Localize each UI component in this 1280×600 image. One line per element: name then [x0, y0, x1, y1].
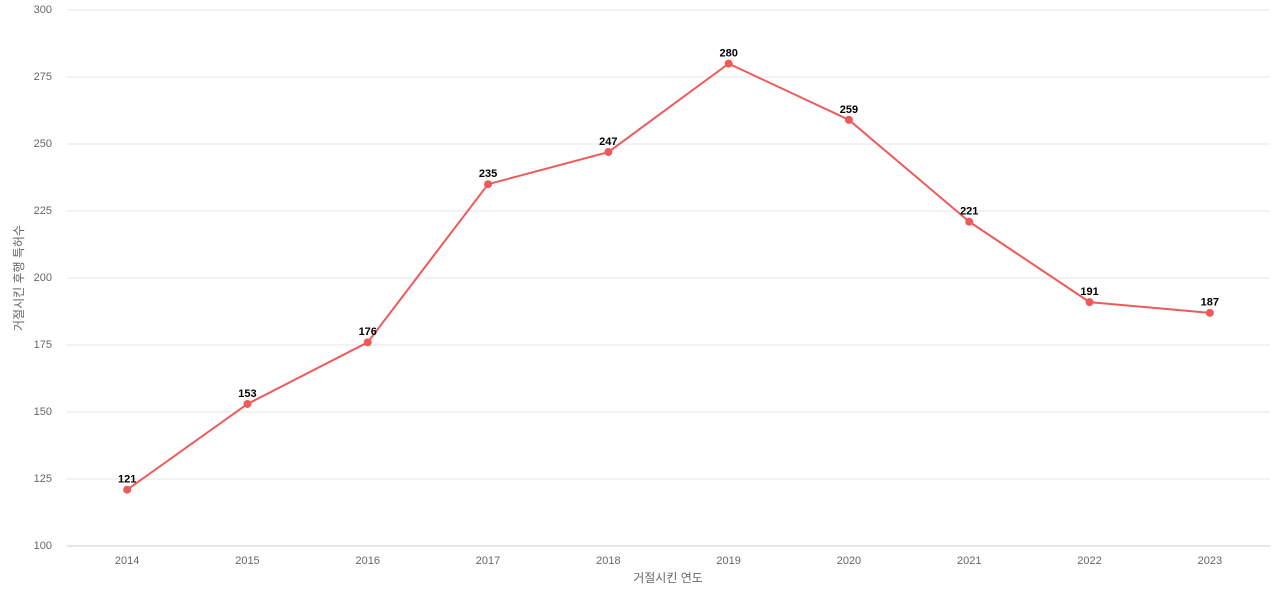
- y-tick-label: 275: [34, 71, 52, 83]
- value-label: 121: [118, 474, 136, 486]
- y-tick-label: 150: [34, 406, 52, 418]
- x-tick-label: 2018: [596, 555, 620, 567]
- value-label: 187: [1201, 297, 1219, 309]
- value-label: 235: [479, 168, 497, 180]
- point: [965, 217, 974, 226]
- point: [363, 338, 372, 347]
- y-axis-title: 거절시킨 후행 특허수: [11, 225, 26, 331]
- x-tick-label: 2019: [716, 555, 740, 567]
- y-tick-label: 225: [34, 205, 52, 217]
- value-label: 280: [719, 48, 737, 60]
- point: [604, 148, 613, 157]
- y-tick-label: 175: [34, 339, 52, 351]
- point: [1205, 308, 1214, 317]
- point: [123, 485, 132, 494]
- point: [844, 115, 853, 124]
- x-tick-label: 2022: [1077, 555, 1101, 567]
- value-label: 176: [359, 326, 377, 338]
- point: [724, 59, 733, 68]
- value-label: 191: [1080, 286, 1098, 298]
- y-tick-label: 200: [34, 272, 52, 284]
- point: [1085, 298, 1094, 307]
- x-tick-label: 2014: [115, 555, 139, 567]
- x-tick-label: 2020: [837, 555, 861, 567]
- point: [484, 180, 493, 189]
- value-label: 247: [599, 136, 617, 148]
- x-tick-label: 2015: [235, 555, 259, 567]
- value-label: 259: [840, 104, 858, 116]
- line: [126, 62, 1210, 491]
- value-label: 221: [960, 206, 978, 218]
- x-tick-label: 2017: [476, 555, 500, 567]
- x-tick-label: 2016: [356, 555, 380, 567]
- x-tick-label: 2023: [1198, 555, 1222, 567]
- y-tick-label: 300: [34, 4, 52, 16]
- x-axis-title: 거절시킨 연도: [633, 571, 703, 585]
- y-tick-label: 125: [34, 473, 52, 485]
- y-tick-label: 250: [34, 138, 52, 150]
- value-label: 153: [238, 388, 256, 400]
- x-tick-label: 2021: [957, 555, 981, 567]
- point: [243, 399, 252, 408]
- y-tick-label: 100: [34, 540, 52, 552]
